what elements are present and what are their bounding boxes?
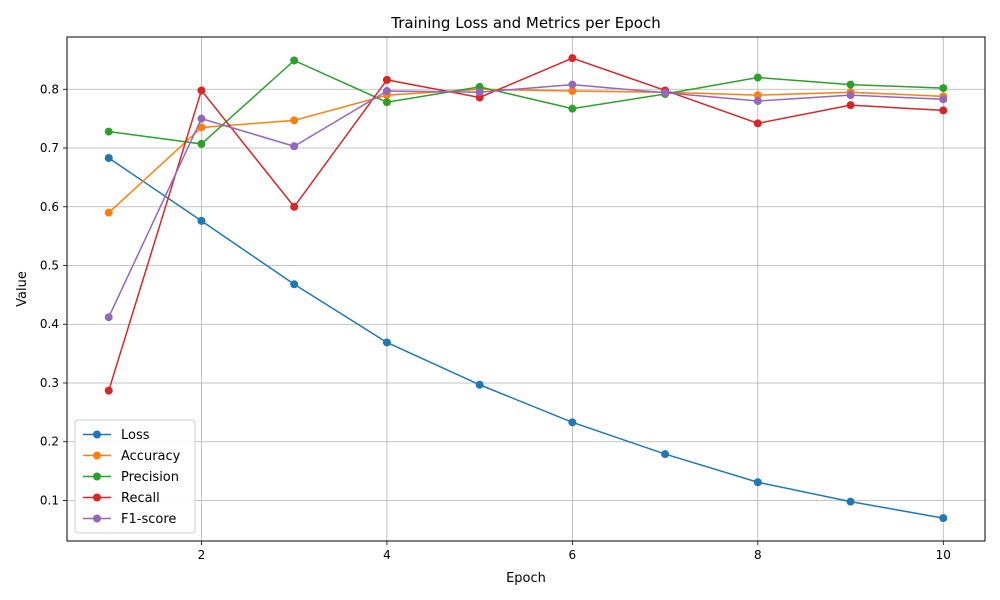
data-point-f1-score bbox=[475, 88, 484, 97]
series-precision bbox=[104, 56, 948, 148]
legend-label: Precision bbox=[121, 470, 179, 485]
data-point-recall bbox=[939, 106, 948, 115]
data-point-recall bbox=[382, 75, 391, 84]
legend-swatch-marker bbox=[93, 451, 101, 460]
data-point-f1-score bbox=[382, 87, 391, 96]
x-tick-label: 4 bbox=[383, 548, 391, 562]
y-axis-label: Value bbox=[15, 271, 30, 307]
x-tick-label: 6 bbox=[569, 548, 577, 562]
data-point-loss bbox=[475, 380, 484, 389]
data-point-loss bbox=[104, 154, 113, 163]
legend-item-loss: Loss bbox=[83, 428, 150, 443]
data-point-f1-score bbox=[290, 142, 299, 151]
series-accuracy bbox=[104, 85, 948, 217]
y-tick-label: 0.2 bbox=[40, 435, 59, 449]
data-point-loss bbox=[290, 280, 299, 289]
data-point-loss bbox=[382, 338, 391, 347]
data-point-f1-score bbox=[661, 88, 670, 97]
data-point-accuracy bbox=[568, 87, 577, 96]
data-point-f1-score bbox=[939, 95, 948, 104]
data-point-accuracy bbox=[290, 116, 299, 125]
legend-swatch-marker bbox=[93, 514, 101, 523]
data-point-recall bbox=[197, 86, 206, 95]
data-point-loss bbox=[753, 478, 762, 487]
data-point-precision bbox=[568, 104, 577, 113]
series-f1-score bbox=[104, 80, 948, 322]
y-tick-label: 0.6 bbox=[40, 200, 59, 214]
y-tick-label: 0.7 bbox=[40, 141, 59, 155]
legend-label: F1-score bbox=[121, 512, 176, 527]
data-point-recall bbox=[104, 386, 113, 395]
data-point-loss bbox=[846, 497, 855, 506]
legend-swatch-marker bbox=[93, 472, 101, 481]
series-line-precision bbox=[108, 59, 944, 145]
data-point-loss bbox=[661, 450, 670, 459]
data-point-f1-score bbox=[846, 91, 855, 100]
data-point-loss bbox=[939, 514, 948, 523]
data-point-precision bbox=[939, 84, 948, 93]
legend-label: Recall bbox=[121, 491, 160, 506]
series-layer bbox=[104, 54, 948, 523]
x-tick-label: 8 bbox=[754, 548, 762, 562]
x-tick-label: 2 bbox=[198, 548, 206, 562]
data-point-f1-score bbox=[197, 114, 206, 123]
y-tick-label: 0.8 bbox=[40, 82, 59, 96]
legend-item-accuracy: Accuracy bbox=[83, 449, 181, 464]
series-line-loss bbox=[108, 157, 944, 519]
data-point-accuracy bbox=[753, 91, 762, 100]
series-recall bbox=[104, 54, 948, 395]
plot-frame bbox=[66, 36, 986, 542]
data-point-recall bbox=[753, 119, 762, 128]
data-point-precision bbox=[382, 98, 391, 107]
legend-item-recall: Recall bbox=[83, 491, 160, 506]
data-point-f1-score bbox=[104, 313, 113, 322]
chart-title: Training Loss and Metrics per Epoch bbox=[390, 14, 660, 32]
data-point-precision bbox=[197, 139, 206, 148]
legend-label: Loss bbox=[121, 428, 150, 443]
series-line-recall bbox=[108, 57, 944, 391]
data-point-recall bbox=[846, 101, 855, 110]
series-line-accuracy bbox=[108, 88, 944, 214]
data-point-precision bbox=[753, 73, 762, 82]
y-tick-label: 0.5 bbox=[40, 259, 59, 273]
legend: Loss Accuracy Precision Recall F1-score bbox=[74, 419, 196, 534]
legend-label: Accuracy bbox=[121, 449, 181, 464]
data-point-precision bbox=[290, 56, 299, 65]
data-point-precision bbox=[846, 80, 855, 89]
data-point-loss bbox=[568, 418, 577, 427]
data-point-accuracy bbox=[104, 208, 113, 217]
data-point-loss bbox=[197, 216, 206, 225]
y-tick-label: 0.4 bbox=[40, 317, 59, 331]
data-point-f1-score bbox=[753, 97, 762, 106]
legend-swatch-marker bbox=[93, 430, 101, 439]
series-loss bbox=[104, 154, 948, 523]
axis-ticks: 2 4 6 8 10 0.1 0.2 0.3 0.4 0.5 0.6 0.7 0.8 bbox=[40, 82, 951, 562]
legend-item-f1-score: F1-score bbox=[83, 512, 176, 527]
grid bbox=[67, 37, 985, 541]
x-tick-label: 10 bbox=[936, 548, 951, 562]
legend-frame bbox=[74, 419, 196, 534]
legend-item-precision: Precision bbox=[83, 470, 179, 485]
data-point-recall bbox=[290, 202, 299, 211]
data-point-precision bbox=[104, 127, 113, 136]
x-axis-label: Epoch bbox=[506, 571, 546, 586]
data-point-recall bbox=[568, 54, 577, 63]
y-tick-label: 0.1 bbox=[40, 493, 59, 507]
data-point-accuracy bbox=[197, 123, 206, 132]
series-line-f1-score bbox=[108, 83, 944, 318]
data-point-f1-score bbox=[568, 80, 577, 89]
y-tick-label: 0.3 bbox=[40, 376, 59, 390]
legend-swatch-marker bbox=[93, 493, 101, 502]
